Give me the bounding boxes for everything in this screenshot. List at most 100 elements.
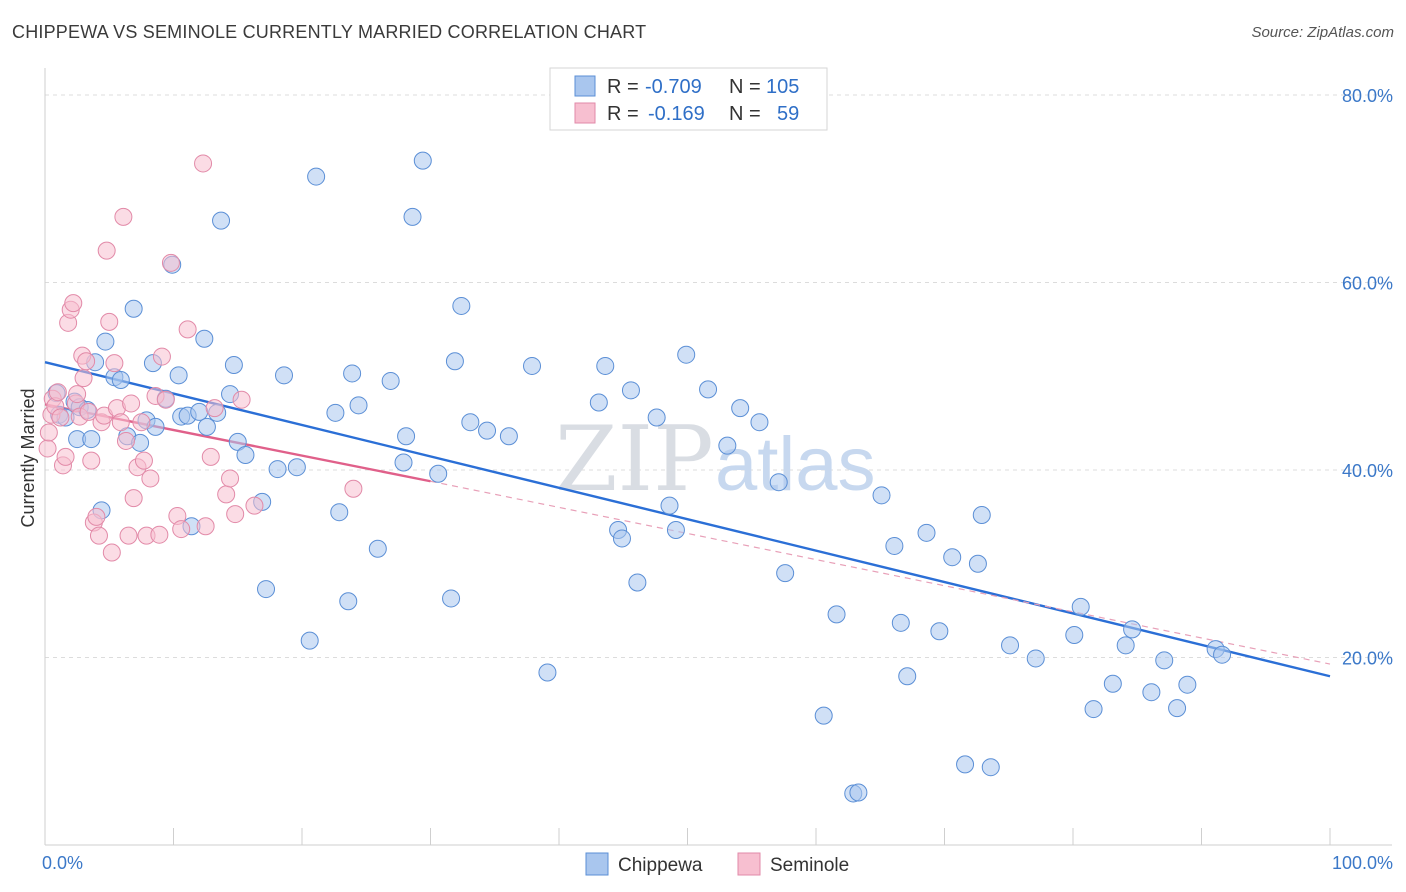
y-tick-label-40: 40.0% — [1342, 461, 1393, 481]
point-seminole-8 — [56, 447, 75, 466]
chart-source: Source: ZipAtlas.com — [1251, 24, 1394, 41]
legend-box: R = -0.709 N = 105 R = -0.169 N = 59 — [549, 67, 828, 131]
point-seminole-45 — [161, 253, 180, 272]
point-chippewa-51 — [413, 151, 432, 170]
point-chippewa-43 — [339, 592, 358, 611]
point-chippewa-93 — [1026, 649, 1045, 668]
point-seminole-50 — [196, 517, 215, 536]
point-chippewa-47 — [381, 371, 400, 390]
point-chippewa-27 — [197, 417, 216, 436]
point-chippewa-45 — [349, 396, 368, 415]
point-chippewa-77 — [814, 706, 833, 725]
point-chippewa-31 — [224, 356, 243, 374]
trend-line-chippewa — [44, 361, 1331, 678]
bottom-legend-label-seminole: Seminole — [770, 855, 849, 876]
point-seminole-1 — [39, 423, 58, 442]
point-seminole-43 — [152, 347, 171, 366]
point-chippewa-91 — [981, 758, 1000, 777]
point-chippewa-39 — [300, 631, 319, 650]
legend-n-label-chippewa: N = — [729, 76, 761, 98]
point-chippewa-25 — [190, 402, 209, 421]
point-chippewa-82 — [885, 536, 904, 555]
point-chippewa-97 — [1103, 674, 1122, 693]
point-chippewa-70 — [677, 345, 696, 364]
legend-n-label-seminole: N = — [729, 103, 761, 125]
point-seminole-21 — [87, 507, 106, 526]
point-chippewa-59 — [523, 356, 542, 375]
point-chippewa-83 — [891, 613, 910, 632]
point-chippewa-99 — [1123, 620, 1142, 639]
point-chippewa-81 — [872, 486, 891, 505]
point-chippewa-100 — [1142, 683, 1161, 702]
point-seminole-42 — [150, 525, 169, 544]
point-chippewa-62 — [596, 356, 615, 375]
point-chippewa-67 — [647, 408, 666, 427]
point-chippewa-49 — [397, 427, 416, 446]
point-chippewa-71 — [699, 380, 718, 399]
point-seminole-27 — [102, 543, 121, 562]
point-seminole-51 — [201, 447, 220, 466]
point-seminole-31 — [114, 207, 133, 226]
point-seminole-53 — [217, 485, 236, 504]
point-seminole-25 — [97, 241, 116, 260]
point-seminole-54 — [221, 469, 240, 488]
x-tick-label-max: 100.0% — [1332, 853, 1393, 873]
point-chippewa-103 — [1178, 675, 1197, 694]
point-chippewa-89 — [968, 554, 987, 573]
legend-n-chippewa: 105 — [766, 76, 799, 98]
point-seminole-57 — [245, 496, 264, 515]
point-chippewa-35 — [257, 580, 276, 599]
point-seminole-48 — [178, 320, 197, 339]
point-chippewa-57 — [478, 421, 497, 440]
point-chippewa-53 — [442, 589, 461, 608]
point-chippewa-21 — [169, 366, 188, 385]
point-chippewa-42 — [330, 503, 349, 522]
point-chippewa-96 — [1084, 700, 1103, 719]
point-chippewa-78 — [827, 605, 846, 624]
y-axis-title: Currently Married — [18, 388, 38, 527]
point-seminole-17 — [77, 352, 96, 371]
point-chippewa-85 — [917, 523, 936, 542]
point-chippewa-41 — [326, 403, 345, 422]
point-seminole-33 — [119, 526, 138, 545]
point-chippewa-98 — [1116, 636, 1135, 655]
point-chippewa-66 — [628, 573, 647, 592]
point-chippewa-54 — [445, 352, 464, 371]
point-chippewa-36 — [268, 460, 287, 479]
legend-swatch-chippewa — [574, 75, 596, 97]
legend-r-chippewa: -0.709 — [645, 76, 702, 98]
point-chippewa-26 — [195, 329, 214, 348]
point-chippewa-102 — [1168, 699, 1187, 718]
legend-r-label-seminole: R = — [607, 103, 639, 125]
point-chippewa-14 — [124, 299, 143, 318]
point-seminole-0 — [38, 439, 57, 458]
tick-labels: 20.0% 40.0% 60.0% 80.0% 0.0% 100.0% — [42, 86, 1393, 873]
point-chippewa-92 — [1001, 636, 1020, 655]
point-seminole-32 — [116, 431, 135, 450]
point-chippewa-94 — [1065, 626, 1084, 644]
point-chippewa-44 — [343, 364, 362, 383]
y-tick-label-20: 20.0% — [1342, 649, 1393, 669]
point-chippewa-56 — [461, 413, 480, 432]
point-seminole-6 — [51, 408, 70, 427]
point-chippewa-69 — [666, 521, 685, 539]
x-tick-label-min: 0.0% — [42, 853, 83, 873]
point-chippewa-75 — [769, 473, 788, 492]
point-seminole-16 — [74, 369, 93, 388]
point-seminole-13 — [68, 385, 87, 404]
point-chippewa-61 — [589, 393, 608, 412]
data-points — [38, 151, 1232, 803]
point-seminole-49 — [194, 154, 213, 173]
bottom-legend: Chippewa Seminole — [585, 852, 849, 876]
point-chippewa-72 — [718, 436, 737, 455]
legend-r-seminole: -0.169 — [648, 103, 705, 125]
watermark-zip: ZIP — [555, 407, 714, 512]
point-chippewa-76 — [776, 564, 795, 583]
point-seminole-40 — [141, 469, 160, 488]
trend-extension-seminole — [430, 480, 1331, 665]
point-chippewa-95 — [1071, 597, 1090, 616]
point-seminole-28 — [105, 354, 124, 373]
point-seminole-47 — [172, 520, 191, 539]
point-seminole-19 — [82, 451, 101, 470]
